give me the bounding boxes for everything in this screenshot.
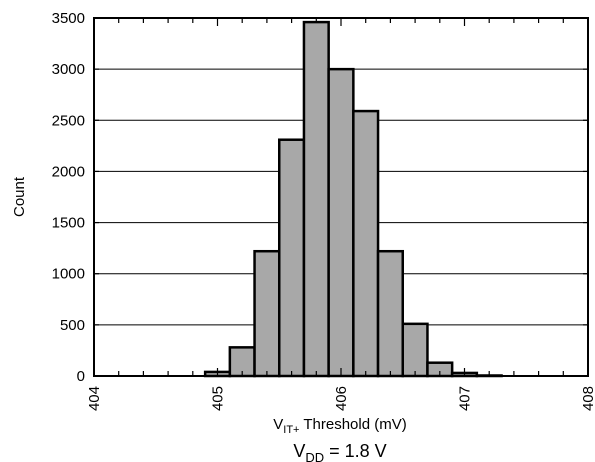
y-tick-label-1: 500 (60, 317, 85, 334)
y-tick-label-7: 3500 (52, 10, 85, 27)
histogram-bar-3 (278, 138, 306, 378)
histogram-bar-4 (302, 20, 330, 378)
histogram-bar-5 (327, 67, 355, 378)
x-tick-label-0: 404 (86, 386, 103, 411)
x-tick-label-1: 405 (210, 386, 227, 411)
y-axis-label: Count (11, 176, 28, 217)
y-axis-ticks: 0 500 1000 1500 2000 2500 3000 3500 (52, 10, 588, 385)
x-axis-label: VIT+ Threshold (mV) (273, 416, 406, 436)
x-tick-label-2: 406 (333, 386, 350, 411)
histogram-bar-7 (376, 249, 404, 378)
y-tick-label-4: 2000 (52, 163, 85, 180)
y-tick-label-0: 0 (77, 368, 85, 385)
y-tick-label-6: 3000 (52, 61, 85, 78)
y-tick-label-2: 1000 (52, 266, 85, 283)
y-tick-label-3: 1500 (52, 215, 85, 232)
x-tick-label-3: 407 (457, 386, 474, 411)
histogram-bar-8 (401, 322, 429, 378)
y-tick-label-5: 2500 (52, 112, 85, 129)
histogram-bars (203, 20, 503, 378)
x-tick-label-4: 408 (580, 386, 595, 411)
x-axis-ticks: 404 405 406 407 408 (86, 18, 595, 411)
histogram-bar-2 (253, 249, 281, 378)
histogram-bar-6 (352, 109, 380, 378)
chart-caption: VDD = 1.8 V (293, 441, 386, 462)
